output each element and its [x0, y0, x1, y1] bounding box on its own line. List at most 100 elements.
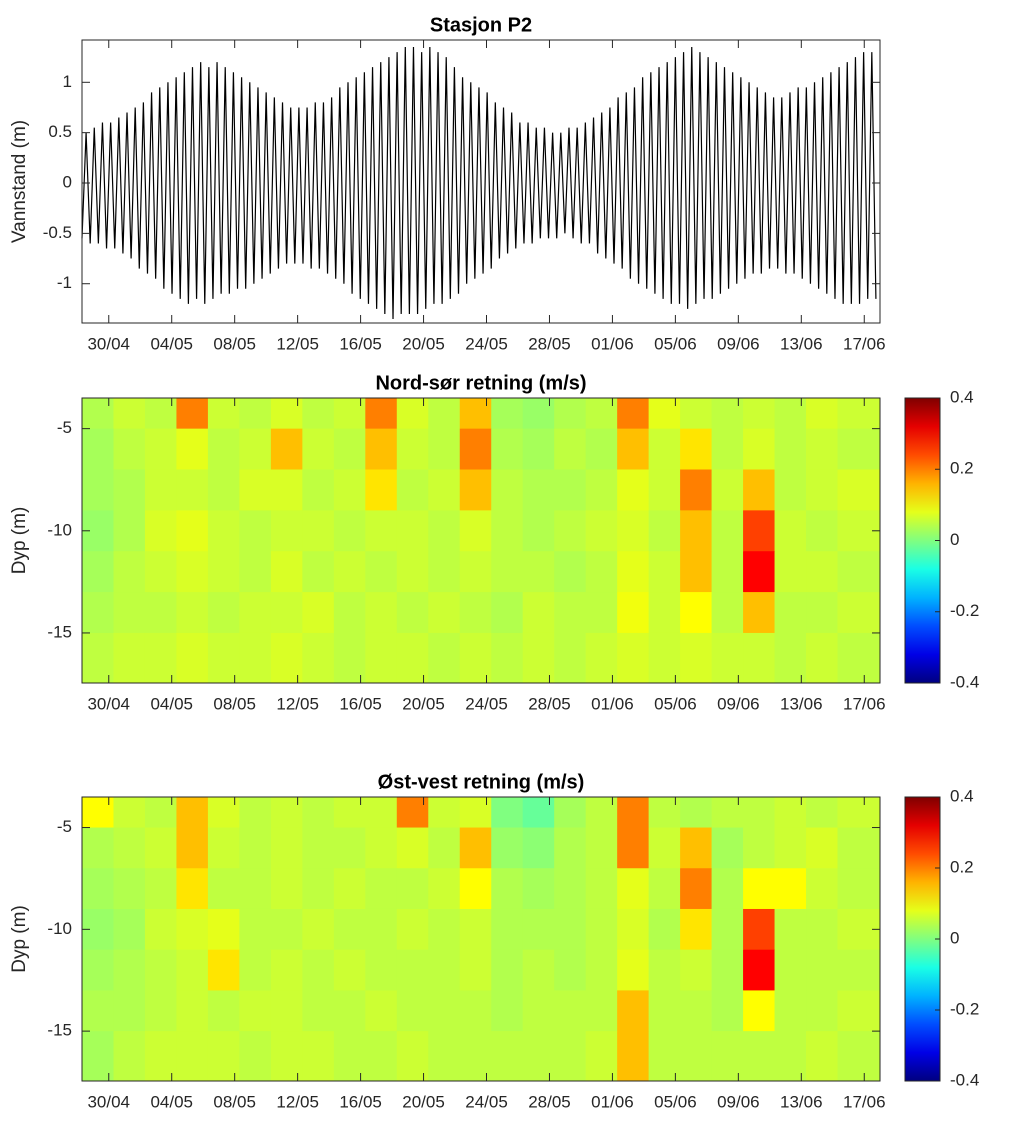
- heatmap-cell: [365, 868, 398, 910]
- heatmap-cell: [428, 1031, 461, 1082]
- x-tick-label: 16/05: [339, 694, 382, 713]
- heatmap-cell: [333, 428, 366, 471]
- x-tick-label: 08/05: [213, 1092, 256, 1111]
- heatmap-cell: [648, 551, 681, 593]
- heatmap-cell: [113, 398, 146, 430]
- heatmap-cell: [522, 592, 555, 634]
- heatmap-cell: [585, 469, 618, 511]
- heatmap-cell: [396, 827, 429, 869]
- heatmap-cell: [302, 797, 335, 829]
- heatmap-cell: [428, 990, 461, 1032]
- heatmap-cell: [554, 827, 587, 869]
- x-tick-label: 09/06: [717, 694, 760, 713]
- heatmap-cell: [207, 908, 240, 951]
- x-tick-label: 17/06: [843, 694, 886, 713]
- heatmap-cell: [176, 510, 209, 552]
- heatmap-cell: [585, 827, 618, 869]
- heatmap-cell: [428, 827, 461, 869]
- heatmap-cell: [207, 469, 240, 511]
- heatmap-cell: [333, 949, 366, 991]
- heatmap-cell: [113, 1031, 146, 1082]
- heatmap-cell: [239, 990, 272, 1032]
- heatmap-cell: [365, 990, 398, 1032]
- x-tick-label: 20/05: [402, 1092, 445, 1111]
- heatmap-cell: [774, 592, 807, 634]
- y-tick-label: -1: [57, 273, 72, 292]
- heatmap-cell: [680, 469, 713, 511]
- heatmap-cell: [743, 632, 776, 684]
- colorbar-tick-label: 0.4: [950, 387, 974, 406]
- x-tick-label: 01/06: [591, 334, 634, 353]
- heatmap-cell: [396, 469, 429, 511]
- heatmap-cell: [176, 827, 209, 869]
- heatmap-cell: [711, 827, 744, 869]
- heatmap-cell: [491, 551, 524, 593]
- heatmap-cell: [617, 510, 650, 552]
- x-tick-label: 05/06: [654, 334, 697, 353]
- heatmap-cell: [207, 868, 240, 910]
- heatmap-cell: [428, 428, 461, 471]
- heatmap-cell: [270, 908, 303, 951]
- heatmap-cell: [113, 632, 146, 684]
- heatmap-cell: [648, 908, 681, 951]
- heatmap-cell: [302, 868, 335, 910]
- heatmap-cell: [585, 510, 618, 552]
- heatmap-cell: [680, 510, 713, 552]
- heatmap-cell: [806, 908, 839, 951]
- heatmap-cell: [365, 469, 398, 511]
- heatmap-cell: [270, 510, 303, 552]
- x-tick-label: 30/04: [87, 334, 130, 353]
- heatmap-cell: [239, 469, 272, 511]
- heatmap-cell: [365, 1031, 398, 1082]
- heatmap-cell: [82, 827, 114, 869]
- heatmap-cell: [554, 908, 587, 951]
- heatmap-cell: [617, 398, 650, 430]
- heatmap-cell: [176, 592, 209, 634]
- heatmap-cell: [365, 632, 398, 684]
- heatmap-cell: [554, 469, 587, 511]
- heatmap-cell: [176, 949, 209, 991]
- heatmap-cell: [554, 990, 587, 1032]
- heatmap-cell: [207, 428, 240, 471]
- colorbar-tick-label: -0.2: [950, 601, 979, 620]
- heatmap-cell: [522, 949, 555, 991]
- y-tick-label: 0: [63, 172, 72, 191]
- heatmap-cell: [554, 868, 587, 910]
- heatmap-cell: [743, 990, 776, 1032]
- heatmap-cell: [585, 592, 618, 634]
- heatmap-cell: [837, 398, 881, 430]
- heatmap-cell: [491, 592, 524, 634]
- heatmap-cell: [239, 827, 272, 869]
- heatmap-cell: [396, 428, 429, 471]
- heatmap-cell: [617, 949, 650, 991]
- heatmap-cell: [113, 949, 146, 991]
- heatmap-cell: [302, 510, 335, 552]
- x-tick-label: 01/06: [591, 694, 634, 713]
- heatmap-cell: [554, 949, 587, 991]
- heatmap-cell: [144, 949, 177, 991]
- chart-title: Øst-vest retning (m/s): [378, 771, 585, 793]
- heatmap-cell: [680, 592, 713, 634]
- heatmap-cell: [144, 827, 177, 869]
- heatmap-cell: [774, 949, 807, 991]
- y-axis-label: Dyp (m): [9, 905, 30, 973]
- heatmap-cell: [837, 592, 881, 634]
- heatmap-cell: [239, 428, 272, 471]
- heatmap-cell: [648, 469, 681, 511]
- heatmap-cell: [302, 1031, 335, 1082]
- heatmap-cell: [837, 990, 881, 1032]
- heatmap-cell: [774, 868, 807, 910]
- heatmap-cell: [365, 949, 398, 991]
- heatmap-cell: [459, 428, 492, 471]
- x-tick-label: 13/06: [780, 694, 823, 713]
- heatmap-cell: [113, 592, 146, 634]
- heatmap-cell: [396, 592, 429, 634]
- heatmap-cell: [554, 428, 587, 471]
- heatmap-cell: [270, 592, 303, 634]
- heatmap-cell: [270, 469, 303, 511]
- x-tick-label: 04/05: [150, 1092, 193, 1111]
- heatmap-cell: [680, 797, 713, 829]
- heatmap-cell: [82, 469, 114, 511]
- heatmap-cell: [743, 827, 776, 869]
- x-tick-label: 20/05: [402, 694, 445, 713]
